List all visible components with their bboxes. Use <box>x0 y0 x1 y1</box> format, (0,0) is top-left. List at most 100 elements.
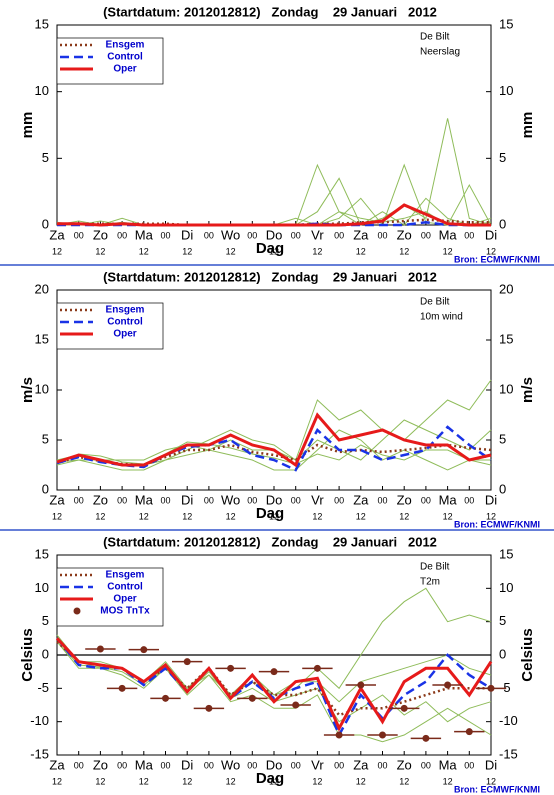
x-tick-label: Wo <box>221 757 240 772</box>
y2-tick-label: 10 <box>499 580 513 595</box>
mos-point <box>422 734 430 742</box>
x-sub-label: 12 <box>95 776 105 786</box>
legend-label: Ensgem <box>106 40 145 51</box>
mos-point <box>183 658 191 666</box>
x-tick-label: Di <box>485 227 497 242</box>
x-tick-label: 00 <box>204 230 214 240</box>
series-line <box>57 203 491 227</box>
legend-label: Ensgem <box>106 305 145 316</box>
x-tick-label: Di <box>485 492 497 507</box>
x-tick-label: Za <box>49 757 65 772</box>
x-tick-label: Za <box>49 227 65 242</box>
chart-title: (Startdatum: 2012012812) Zondag 29 Janua… <box>103 534 437 549</box>
source: Bron: ECMWF/KNMI <box>454 519 540 529</box>
mos-point <box>248 694 256 702</box>
mos-point <box>162 694 169 702</box>
x-sub-label: 12 <box>182 776 192 786</box>
y2-tick-label: 0 <box>499 481 506 496</box>
x-tick-label: Di <box>181 757 193 772</box>
member-line <box>56 429 492 471</box>
x-sub-label: 12 <box>95 246 105 256</box>
x-sub-label: 12 <box>312 511 322 521</box>
y2-tick-label: 15 <box>499 16 513 31</box>
x-tick-label: 00 <box>117 495 127 505</box>
y2-tick-label: -5 <box>499 680 511 695</box>
x-tick-label: 00 <box>204 495 214 505</box>
x-tick-label: 00 <box>160 760 170 770</box>
mos-point <box>400 704 408 712</box>
x-tick-label: 00 <box>247 495 257 505</box>
mos-point <box>357 681 365 689</box>
x-sub-label: 12 <box>269 246 279 256</box>
y2-tick-label: -10 <box>499 713 518 728</box>
x-tick-label: 00 <box>334 495 344 505</box>
y2-tick-label: 5 <box>499 431 506 446</box>
chart-title: (Startdatum: 2012012812) Zondag 29 Janua… <box>103 4 437 19</box>
x-tick-label: Zo <box>397 757 412 772</box>
series-line <box>55 637 493 732</box>
legend-label: Oper <box>113 329 136 340</box>
x-sub-label: 12 <box>486 246 496 256</box>
panel: (Startdatum: 2012012812) Zondag 29 Janua… <box>19 534 540 794</box>
x-tick-label: 00 <box>117 230 127 240</box>
mos-point <box>140 646 148 654</box>
x-sub-label: 12 <box>443 776 453 786</box>
y2-tick-label: 15 <box>499 331 513 346</box>
legend-label: Ensgem <box>106 570 145 581</box>
location: De Bilt <box>420 562 450 573</box>
y-tick-label: 5 <box>42 613 49 628</box>
x-sub-label: 12 <box>312 246 322 256</box>
mos-point <box>379 731 386 739</box>
x-tick-label: 00 <box>247 230 257 240</box>
y-tick-label: 15 <box>35 546 49 561</box>
y-axis-label: Celsius <box>19 628 36 681</box>
y-tick-label: -10 <box>30 713 49 728</box>
y-tick-label: 0 <box>42 216 49 231</box>
x-axis-label: Dag <box>256 505 284 522</box>
x-tick-label: 00 <box>377 230 387 240</box>
x-tick-label: 00 <box>291 760 301 770</box>
panel: (Startdatum: 2012012812) Zondag 29 Janua… <box>0 269 554 531</box>
y-tick-label: -15 <box>30 746 49 761</box>
legend-label: MOS TnTx <box>100 606 150 617</box>
x-tick-label: Ma <box>135 757 154 772</box>
x-tick-label: 00 <box>74 760 84 770</box>
y2-axis-label: m/s <box>519 377 536 403</box>
mos-point <box>227 664 235 672</box>
member-line <box>56 379 492 471</box>
x-tick-label: 00 <box>160 495 170 505</box>
mos-point <box>444 681 452 689</box>
y2-tick-label: 0 <box>499 216 506 231</box>
series-line <box>56 640 491 717</box>
x-sub-label: 12 <box>443 246 453 256</box>
member-line <box>56 641 492 743</box>
y2-tick-label: 10 <box>499 83 513 98</box>
source: Bron: ECMWF/KNMI <box>454 254 540 264</box>
x-tick-label: Za <box>353 227 369 242</box>
legend-label: Control <box>107 52 143 63</box>
x-tick-label: 00 <box>160 230 170 240</box>
legend-box <box>56 567 164 627</box>
x-sub-label: 12 <box>52 511 62 521</box>
x-sub-label: 12 <box>486 511 496 521</box>
x-tick-label: Zo <box>93 227 108 242</box>
mos-point <box>205 704 213 712</box>
x-tick-label: 00 <box>334 230 344 240</box>
legend-label: Oper <box>113 594 136 605</box>
y-tick-label: 10 <box>35 580 49 595</box>
x-sub-label: 12 <box>182 246 192 256</box>
x-tick-label: 00 <box>464 760 474 770</box>
x-sub-label: 12 <box>399 511 409 521</box>
x-tick-label: 00 <box>74 495 84 505</box>
variable: Neerslag <box>420 47 460 58</box>
legend-label: Control <box>107 582 143 593</box>
panel: (Startdatum: 2012012812) Zondag 29 Janua… <box>0 4 554 266</box>
series-line <box>56 412 492 468</box>
y-tick-label: 15 <box>35 16 49 31</box>
x-sub-label: 12 <box>312 776 322 786</box>
y2-tick-label: -15 <box>499 746 518 761</box>
x-sub-label: 12 <box>356 776 366 786</box>
x-sub-label: 12 <box>356 246 366 256</box>
variable: 10m wind <box>420 312 463 323</box>
mos-point <box>270 668 278 676</box>
